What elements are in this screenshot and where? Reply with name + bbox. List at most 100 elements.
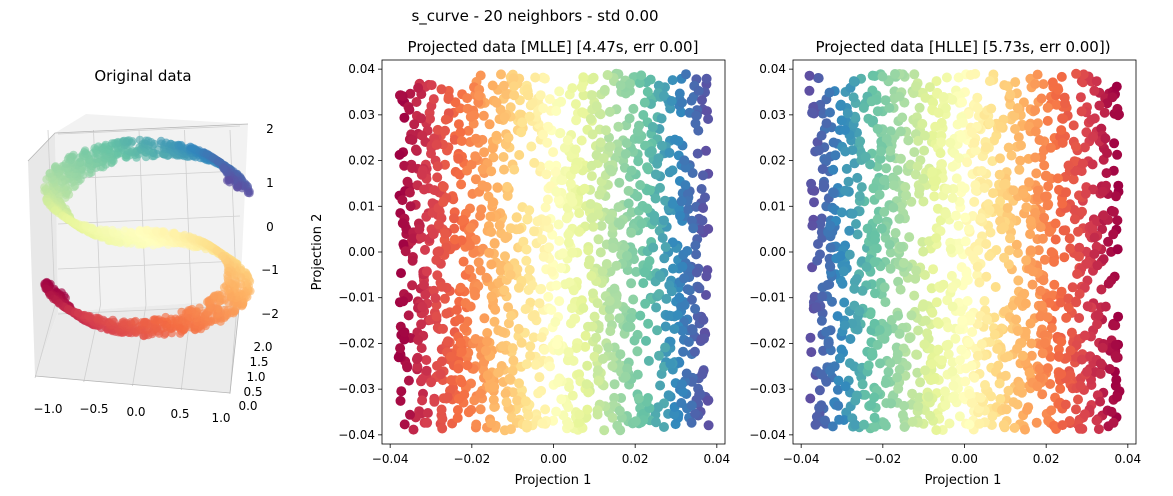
scatter-point <box>1059 252 1070 263</box>
scatter-point <box>504 373 515 384</box>
scatter-point <box>911 81 921 92</box>
scatter-point <box>941 208 951 219</box>
y-tick-label: 0.02 <box>759 154 786 168</box>
scatter-point <box>868 115 879 126</box>
scatter-point <box>1097 186 1108 197</box>
scatter-point <box>577 107 588 118</box>
scatter-point <box>999 252 1010 263</box>
scatter-point <box>530 72 541 83</box>
scatter-point <box>855 136 866 147</box>
scatter-point <box>210 291 219 300</box>
scatter-point <box>909 290 920 301</box>
scatter-point <box>63 304 73 314</box>
scatter-point <box>680 180 691 191</box>
scatter-point <box>544 160 555 171</box>
scatter-point <box>1111 81 1122 92</box>
scatter-point <box>822 280 833 290</box>
scatter-point <box>466 159 477 170</box>
scatter-point <box>464 240 475 251</box>
scatter-point <box>581 379 592 390</box>
scatter-point <box>1059 92 1070 103</box>
scatter-point <box>419 279 429 290</box>
x-tick-label: −0.04 <box>372 452 409 466</box>
scatter-point <box>395 395 406 406</box>
scatter-point <box>93 313 102 323</box>
scatter-point <box>569 313 580 324</box>
scatter-point <box>556 263 567 273</box>
scatter-point <box>482 370 493 381</box>
scatter-point <box>947 301 958 312</box>
scatter-point <box>605 326 616 337</box>
scatter-point <box>550 166 561 177</box>
scatter-point <box>1020 298 1031 309</box>
scatter-point <box>399 327 410 338</box>
scatter-point <box>661 293 672 304</box>
x-tick-label: 0.02 <box>1033 452 1060 466</box>
scatter-point <box>159 227 169 236</box>
scatter-point <box>915 377 926 388</box>
scatter-point <box>854 191 865 201</box>
scatter-point <box>832 311 843 322</box>
scatter-point <box>420 289 431 300</box>
scatter-point <box>503 318 514 329</box>
scatter-point <box>415 232 426 242</box>
scatter-point <box>484 119 495 130</box>
scatter-point <box>884 239 895 250</box>
scatter-point <box>1026 245 1036 256</box>
scatter-point <box>555 128 566 138</box>
scatter-point <box>851 219 861 229</box>
scatter-point <box>821 326 832 337</box>
scatter-point <box>653 153 664 164</box>
scatter-point <box>538 251 549 262</box>
scatter-point <box>1005 233 1015 244</box>
scatter-point <box>40 183 49 192</box>
scatter-point <box>1071 68 1082 79</box>
scatter-point <box>655 380 666 391</box>
scatter-point <box>486 291 497 302</box>
scatter-point <box>465 222 476 233</box>
scatter-point <box>426 377 437 388</box>
scatter-point <box>527 311 538 322</box>
scatter-point <box>1097 342 1108 353</box>
scatter-point <box>1040 191 1050 202</box>
scatter-point <box>399 419 410 430</box>
scatter-point <box>451 304 462 315</box>
scatter-point <box>1035 222 1046 233</box>
scatter-point <box>522 419 532 430</box>
scatter-point <box>492 182 503 193</box>
scatter-point <box>665 358 676 369</box>
scatter-point <box>956 132 967 143</box>
scatter-point <box>1111 191 1121 202</box>
scatter-point <box>568 285 579 296</box>
scatter-point <box>609 379 620 390</box>
scatter-point <box>395 90 406 101</box>
scatter-point <box>442 392 453 403</box>
scatter-point <box>640 140 650 151</box>
scatter-point <box>892 349 903 360</box>
scatter-point <box>411 97 422 107</box>
scatter-point <box>553 195 564 205</box>
scatter-point <box>659 253 670 264</box>
scatter-point <box>825 107 835 118</box>
scatter-point <box>421 266 432 277</box>
scatter-point <box>438 181 449 192</box>
scatter-point <box>508 355 519 366</box>
scatter-point <box>615 218 626 229</box>
scatter-point <box>554 86 565 97</box>
scatter-point <box>615 349 626 360</box>
scatter-point <box>545 361 555 372</box>
scatter-point <box>1042 102 1053 113</box>
scatter-point <box>850 419 861 430</box>
scatter-point <box>403 375 414 386</box>
scatter-point <box>1049 256 1059 267</box>
scatter-point <box>686 417 697 428</box>
scatter-point <box>876 146 887 157</box>
scatter-point <box>1010 124 1021 134</box>
scatter-point <box>666 96 677 106</box>
scatter-point <box>432 270 443 281</box>
scatter-point <box>409 119 420 130</box>
y-tick-label: 0.03 <box>348 108 375 122</box>
scatter-point <box>844 358 855 369</box>
scatter-point <box>407 280 418 291</box>
scatter-point <box>464 264 475 275</box>
